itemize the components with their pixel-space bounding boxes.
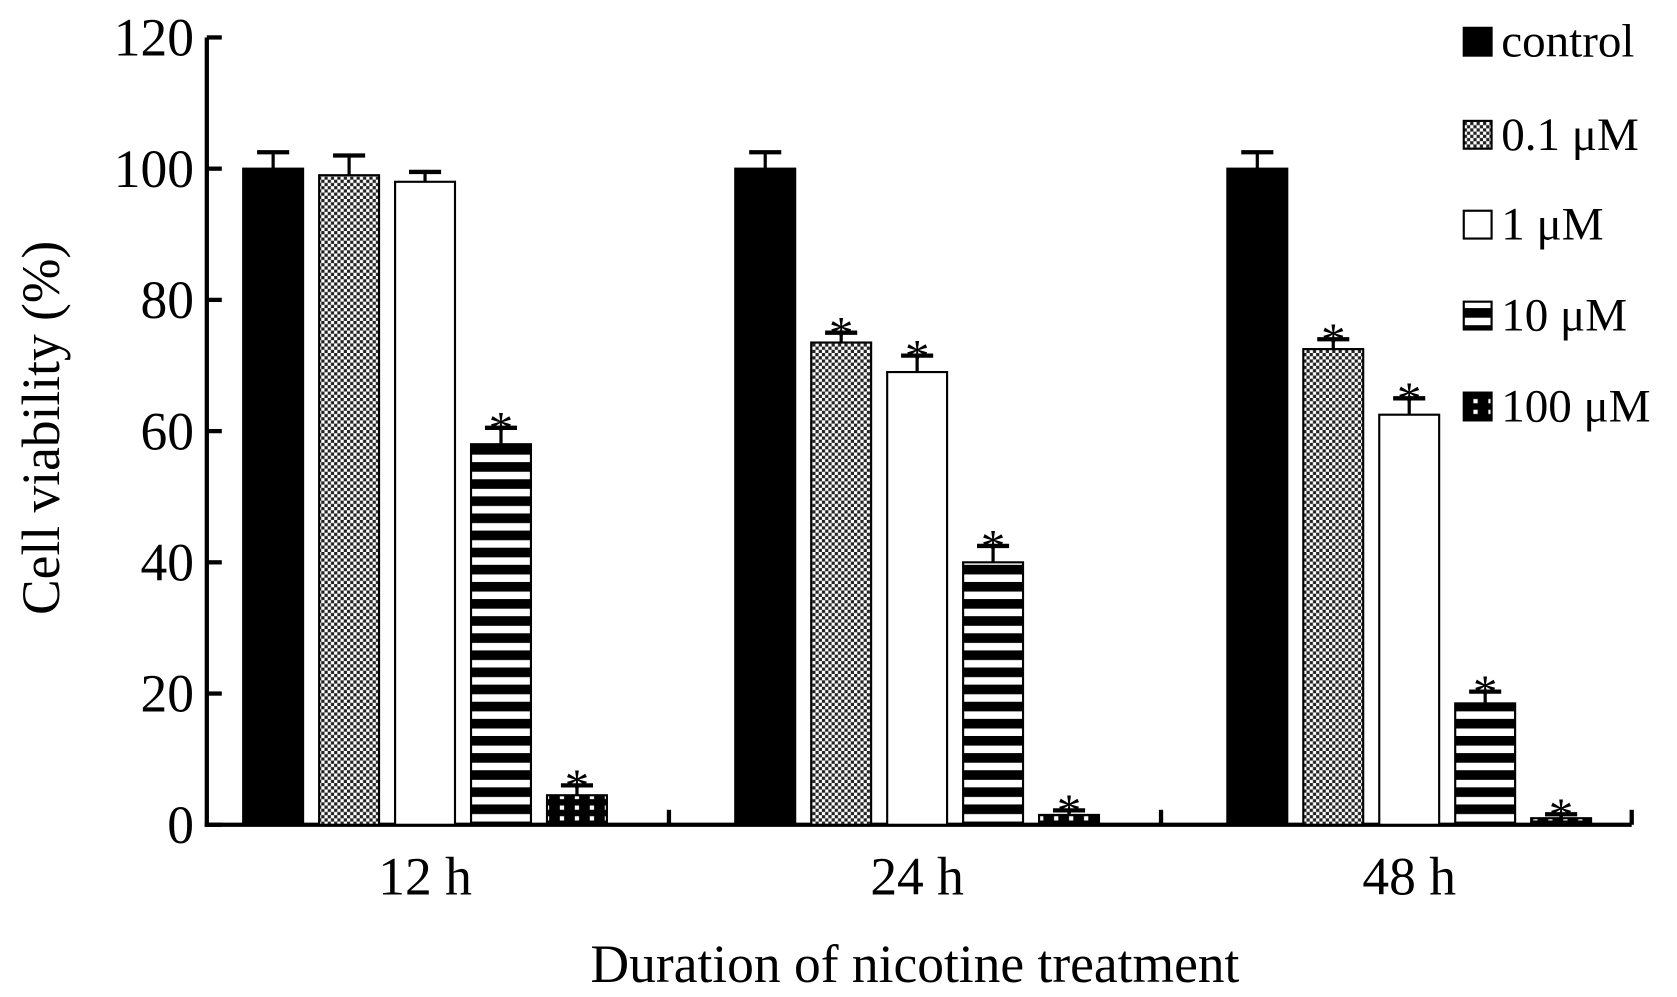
bar-white (886, 370, 949, 826)
x-tick-label: 24 h (870, 846, 964, 906)
bar-checker (318, 174, 381, 826)
legend: control 0.1 μM 1 μM 10 μM 100 μM (1462, 16, 1651, 432)
axes: 0 20 40 60 80 100 120 12 h 24 h 48 h (114, 8, 1634, 906)
y-axis-label: Cell viability (%) (11, 241, 71, 615)
legend-label: control (1501, 16, 1634, 68)
significance-asterisk: * (905, 329, 930, 384)
x-tick-label: 48 h (1362, 846, 1456, 906)
significance-asterisk: * (1321, 312, 1346, 367)
bar-hstripe (1454, 702, 1517, 826)
y-tick-label: 20 (141, 664, 194, 724)
y-tick-label: 120 (114, 8, 194, 68)
legend-label: 0.1 μM (1501, 109, 1639, 161)
legend-label: 10 μM (1501, 290, 1627, 342)
bar-solid (1226, 167, 1289, 826)
legend-swatch-solid (1462, 26, 1493, 57)
y-tick-label: 0 (167, 795, 194, 855)
x-tick-label: 12 h (378, 846, 472, 906)
y-tick-label: 100 (114, 139, 194, 199)
x-axis-label: Duration of nicotine treatment (591, 934, 1240, 994)
significance-asterisk: * (489, 401, 514, 456)
legend-swatch-dots (1462, 391, 1493, 422)
legend-label: 100 μM (1501, 380, 1650, 432)
legend-label: 1 μM (1501, 199, 1603, 251)
significance-asterisk: * (1473, 665, 1498, 720)
legend-swatch-hstripe (1462, 300, 1493, 331)
bar-dots (545, 794, 608, 826)
significance-asterisk: * (829, 306, 854, 361)
bar-hstripe (469, 443, 533, 826)
bar-hstripe (962, 561, 1025, 826)
bars: * * * * * * * * * * (242, 150, 1593, 842)
y-tick-label: 40 (141, 533, 194, 593)
legend-swatch-checker (1462, 119, 1493, 150)
y-tick-label: 60 (141, 401, 194, 461)
bar-checker (1302, 348, 1365, 826)
significance-asterisk: * (1549, 787, 1574, 842)
significance-asterisk: * (1057, 783, 1082, 838)
bar-white (1378, 413, 1441, 826)
y-tick-label: 80 (141, 270, 194, 330)
legend-swatch-white (1462, 209, 1493, 240)
bar-solid (734, 167, 797, 826)
significance-asterisk: * (981, 519, 1006, 574)
bar-white (394, 180, 457, 826)
bar-checker (810, 341, 873, 826)
significance-asterisk: * (565, 759, 590, 814)
significance-asterisk: * (1397, 371, 1422, 426)
bar-solid (242, 167, 305, 826)
